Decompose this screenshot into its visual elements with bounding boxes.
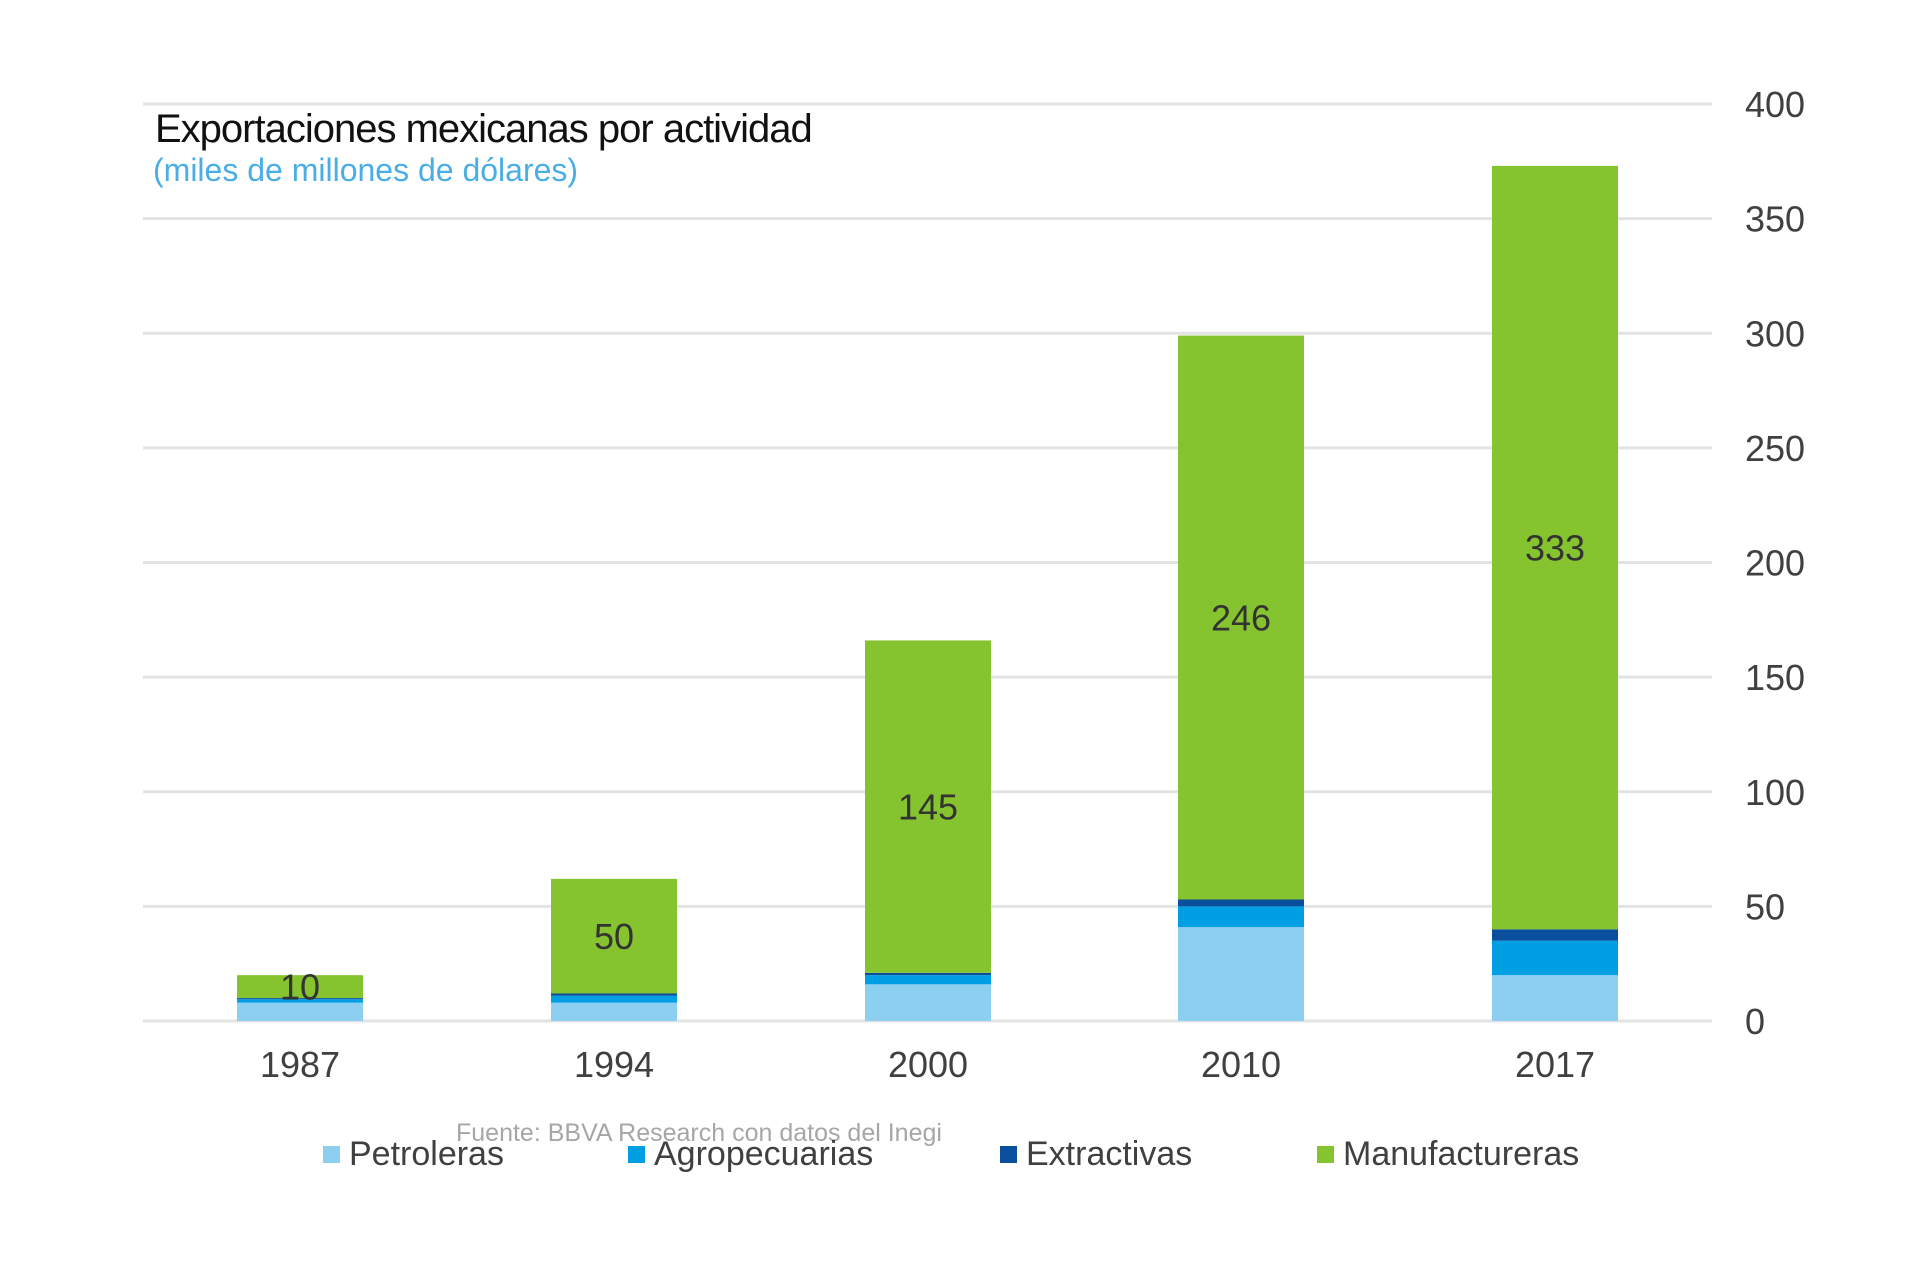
bar-segment-extractivas-2000 <box>865 972 991 976</box>
bar-segment-agropecuarias-1994 <box>551 995 677 1003</box>
legend-label-extractivas: Extractivas <box>1026 1135 1192 1173</box>
data-label: 246 <box>1211 598 1271 639</box>
legend: Petroleras Agropecuarias Extractivas Manufa… <box>323 1135 1579 1173</box>
source-note: Fuente: BBVA Research con datos del Ineg… <box>456 1119 942 1147</box>
legend-swatch-extractivas <box>1000 1146 1017 1163</box>
y-tick-label: 400 <box>1745 84 1805 125</box>
data-label: 333 <box>1525 528 1585 569</box>
chart-title: Exportaciones mexicanas por actividad <box>155 107 812 151</box>
bar-segment-agropecuarias-2010 <box>1178 906 1304 928</box>
y-tick-label: 100 <box>1745 772 1805 813</box>
y-tick-label: 200 <box>1745 543 1805 584</box>
x-tick-label: 1994 <box>574 1044 654 1085</box>
bar-segment-agropecuarias-2017 <box>1492 940 1618 976</box>
data-label: 10 <box>280 967 320 1008</box>
y-tick-label: 50 <box>1745 886 1785 927</box>
bar-segment-petroleras-2017 <box>1492 975 1618 1021</box>
bar-segment-manufactureras-2010 <box>1178 335 1304 900</box>
gridlines <box>143 102 1712 1023</box>
legend-label-manufactureras: Manufactureras <box>1343 1135 1579 1173</box>
y-tick-label: 350 <box>1745 199 1805 240</box>
y-tick-label: 150 <box>1745 657 1805 698</box>
data-labels: 10 50 145 246 333 <box>280 528 1585 1008</box>
y-tick-label: 0 <box>1745 1001 1765 1042</box>
legend-swatch-agropecuarias <box>628 1146 645 1163</box>
x-tick-label: 2017 <box>1515 1044 1595 1085</box>
legend-swatch-manufactureras <box>1317 1146 1334 1163</box>
bar-segment-petroleras-2010 <box>1178 927 1304 1021</box>
legend-label-agropecuarias: Agropecuarias <box>654 1135 873 1173</box>
legend-label-petroleras: Petroleras <box>349 1135 504 1173</box>
y-tick-label: 250 <box>1745 428 1805 469</box>
data-label: 145 <box>898 787 958 828</box>
x-tick-label: 1987 <box>260 1044 340 1085</box>
y-axis: 0 50 100 150 200 250 300 350 400 <box>1745 84 1805 1042</box>
legend-swatch-petroleras <box>323 1146 340 1163</box>
bar-segment-petroleras-2000 <box>865 984 991 1021</box>
bar-segment-manufactureras-2000 <box>865 640 991 973</box>
bar-segment-agropecuarias-2000 <box>865 975 991 985</box>
data-label: 50 <box>594 916 634 957</box>
bar-segment-manufactureras-1987 <box>237 975 363 999</box>
bar-segment-extractivas-2010 <box>1178 899 1304 907</box>
x-axis: 1987 1994 2000 2010 2017 <box>260 1044 1595 1085</box>
bar-segment-extractivas-1994 <box>551 993 677 996</box>
bars <box>237 165 1618 1021</box>
chart-subtitle: (miles de millones de dólares) <box>153 152 578 188</box>
bar-segment-extractivas-1987 <box>237 998 363 1000</box>
bar-segment-manufactureras-2017 <box>1492 165 1618 930</box>
bar-segment-agropecuarias-1987 <box>237 999 363 1003</box>
bar-segment-extractivas-2017 <box>1492 929 1618 941</box>
y-tick-label: 300 <box>1745 313 1805 354</box>
bar-segment-manufactureras-1994 <box>551 878 677 994</box>
bar-segment-petroleras-1987 <box>237 1002 363 1021</box>
bar-segment-petroleras-1994 <box>551 1002 677 1021</box>
x-tick-label: 2010 <box>1201 1044 1281 1085</box>
x-tick-label: 2000 <box>888 1044 968 1085</box>
